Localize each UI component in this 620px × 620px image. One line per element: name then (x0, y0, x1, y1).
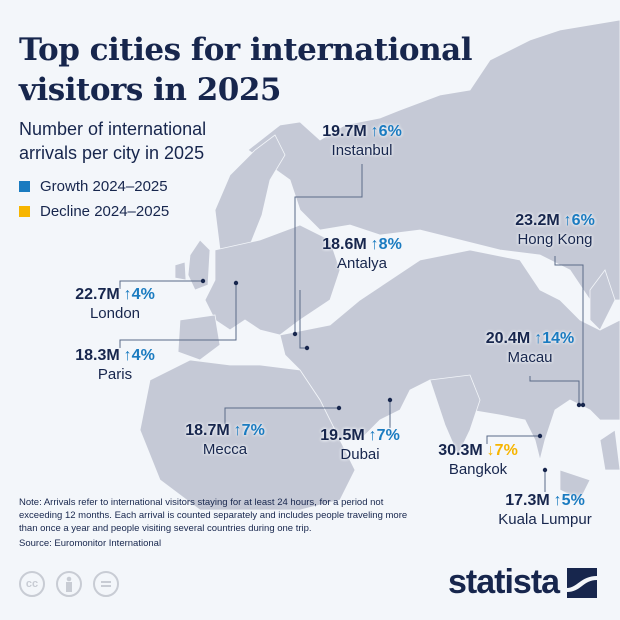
city-name: Dubai (340, 446, 380, 463)
city-name: London (89, 305, 141, 322)
marker-dubai (387, 397, 393, 403)
city-name: Hong Kong (517, 231, 593, 248)
arrow-down-icon: ↓ (486, 442, 495, 459)
arrivals-value: 20.4M (485, 330, 531, 347)
change-value: ↑6% (563, 212, 595, 229)
marker-antalya (304, 345, 310, 351)
arrow-up-icon: ↑ (553, 492, 562, 509)
cc-icon: cc (19, 571, 45, 597)
change-value: ↑7% (368, 427, 400, 444)
change-value: ↓7% (486, 442, 518, 459)
landmass (139, 19, 620, 511)
city-name: Antalya (336, 255, 388, 272)
growth-swatch (19, 181, 30, 192)
arrivals-value: 19.7M (322, 123, 367, 140)
decline-swatch (19, 206, 30, 217)
change-value: ↑8% (370, 236, 402, 253)
city-label-hong-kong: 23.2M ↑6% Hong Kong (515, 212, 595, 249)
city-label-instanbul: 19.7M ↑6% Instanbul (322, 123, 402, 160)
city-name: Instanbul (331, 142, 393, 159)
statista-logo[interactable]: statista (448, 563, 598, 602)
change-value: ↑6% (370, 123, 402, 140)
arrivals-value: 19.5M (320, 427, 365, 444)
arrivals-value: 22.7M (75, 286, 120, 303)
subtitle: Number of international arrivals per city… (19, 119, 207, 163)
arrivals-value: 23.2M (515, 212, 560, 229)
city-name: Macau (507, 349, 553, 366)
marker-paris (233, 280, 239, 286)
arrivals-value: 18.7M (185, 422, 230, 439)
legend-decline: Decline 2024–2025 (19, 203, 169, 220)
arrivals-value: 18.6M (322, 236, 367, 253)
city-name: Bangkok (448, 461, 508, 478)
city-label-bangkok: 30.3M ↓7% Bangkok (438, 442, 518, 479)
city-label-antalya: 18.6M ↑8% Antalya (322, 236, 402, 273)
source: Source: Euromonitor International (19, 538, 162, 549)
arrow-up-icon: ↑ (123, 347, 132, 364)
city-label-dubai: 19.5M ↑7% Dubai (320, 427, 400, 464)
arrivals-value: 17.3M (505, 492, 550, 509)
change-value: ↑14% (534, 330, 575, 347)
marker-macau (576, 402, 582, 408)
arrow-up-icon: ↑ (368, 427, 377, 444)
legend-growth: Growth 2024–2025 (19, 178, 168, 195)
change-value: ↑5% (553, 492, 585, 509)
city-name: Kuala Lumpur (498, 511, 592, 528)
arrow-up-icon: ↑ (370, 123, 379, 140)
marker-instanbul (292, 331, 298, 337)
city-label-paris: 18.3M ↑4% Paris (75, 347, 155, 384)
marker-bangkok (537, 433, 543, 439)
arrow-up-icon: ↑ (370, 236, 379, 253)
change-value: ↑4% (123, 286, 155, 303)
statista-mark-icon (567, 567, 598, 598)
arrow-up-icon: ↑ (123, 286, 132, 303)
city-label-london: 22.7M ↑4% London (75, 286, 155, 323)
no-derivatives-icon (93, 571, 119, 597)
marker-hong-kong (580, 402, 586, 408)
leader-lines (119, 164, 584, 492)
marker-mecca (336, 405, 342, 411)
city-name: Mecca (202, 441, 248, 458)
attribution-icon (56, 571, 82, 597)
marker-kuala-lumpur (542, 467, 548, 473)
arrivals-value: 18.3M (75, 347, 120, 364)
city-label-kuala-lumpur: 17.3M ↑5% Kuala Lumpur (498, 492, 591, 529)
change-value: ↑4% (123, 347, 155, 364)
arrow-up-icon: ↑ (534, 330, 543, 347)
arrow-up-icon: ↑ (233, 422, 242, 439)
city-label-macau: 20.4M ↑14% Macau (486, 330, 575, 367)
change-value: ↑7% (233, 422, 265, 439)
marker-london (200, 278, 206, 284)
arrow-up-icon: ↑ (563, 212, 572, 229)
footnote: Note: Arrivals refer to international vi… (19, 497, 408, 534)
page-title: Top cities for international visitors in … (19, 32, 473, 108)
city-name: Paris (97, 366, 133, 383)
city-label-mecca: 18.7M ↑7% Mecca (185, 422, 265, 459)
arrivals-value: 30.3M (438, 442, 483, 459)
city-markers (200, 278, 586, 473)
